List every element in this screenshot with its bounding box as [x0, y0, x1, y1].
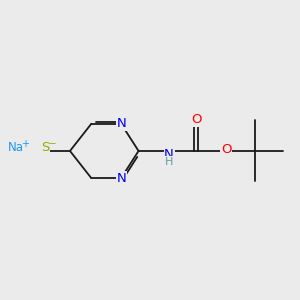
Text: O: O [221, 142, 232, 155]
Text: −: − [48, 140, 56, 149]
Text: H: H [165, 157, 173, 166]
Text: +: + [21, 140, 29, 149]
Text: O: O [192, 113, 202, 126]
Text: N: N [164, 148, 174, 161]
Text: Na: Na [8, 141, 23, 154]
Text: S: S [41, 141, 50, 154]
Text: N: N [116, 172, 126, 185]
Text: N: N [116, 117, 126, 130]
